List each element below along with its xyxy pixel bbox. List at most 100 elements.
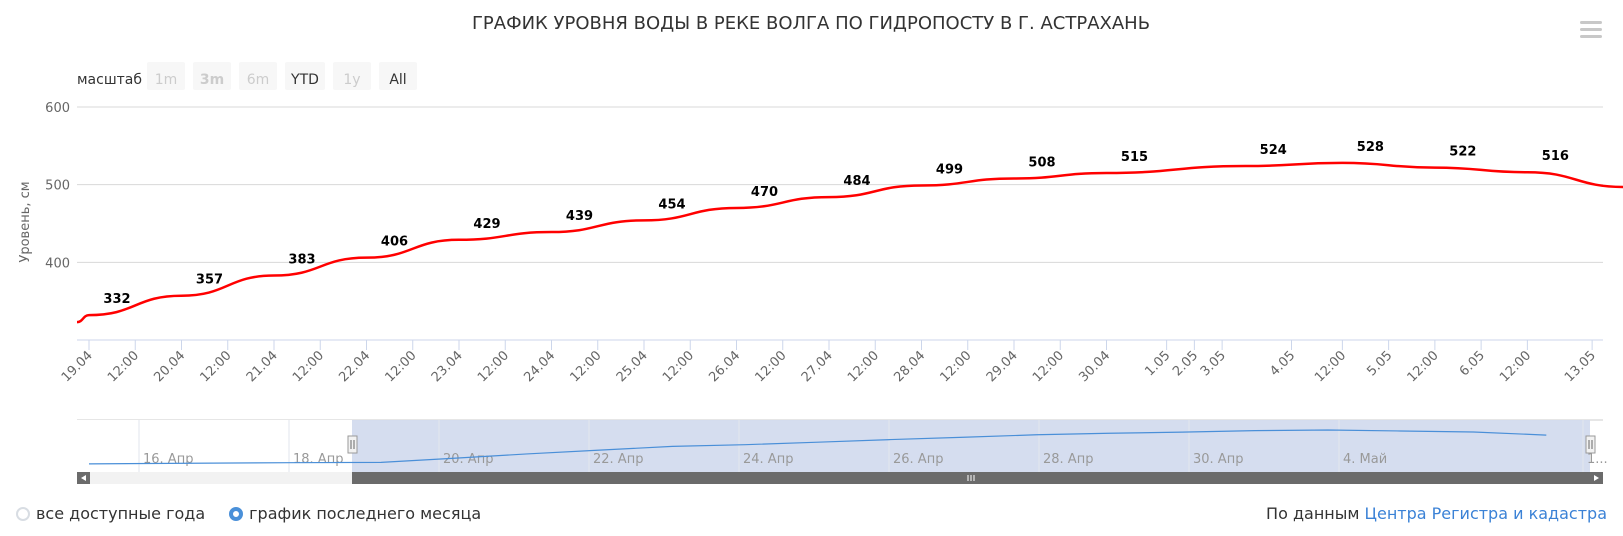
x-tick-label: 12:00	[845, 348, 882, 385]
data-label: 429	[473, 217, 500, 232]
data-label: 383	[288, 253, 315, 268]
range-button-label: All	[389, 72, 406, 88]
navigator-label: 16. Апр	[143, 452, 193, 467]
range-button-3m: 3m	[193, 62, 231, 90]
range-selector-label: масштаб	[77, 72, 142, 88]
x-tick-label: 12:00	[752, 348, 789, 385]
data-label: 516	[1542, 149, 1569, 164]
y-tick-label: 400	[45, 256, 70, 271]
x-tick-label: 27.04	[799, 348, 836, 385]
range-button-YTD[interactable]: YTD	[285, 62, 325, 90]
navigator-label: 20. Апр	[443, 452, 493, 467]
range-button-bg	[333, 62, 371, 90]
data-label: 470	[751, 185, 778, 200]
x-tick-label: 24.04	[521, 348, 558, 385]
x-tick-label: 12:00	[660, 348, 697, 385]
x-tick-label: 12:00	[937, 348, 974, 385]
x-tick-label: 23.04	[429, 348, 466, 385]
chevron-left-icon	[81, 475, 86, 481]
x-tick-label: 13.05	[1562, 348, 1599, 385]
x-tick-label: 19.04	[59, 348, 96, 385]
range-button-label: 3m	[200, 72, 224, 88]
range-button-label: 1y	[343, 72, 360, 88]
navigator-label: 4. Май	[1343, 452, 1387, 467]
x-tick-label: 21.04	[244, 348, 281, 385]
range-selector: масштаб 1m 3m 6m YTD 1y All	[77, 62, 417, 90]
x-tick-label: 26.04	[706, 348, 743, 385]
data-label: 528	[1357, 140, 1384, 155]
range-button-6m: 6m	[239, 62, 277, 90]
x-tick-label: 6.05	[1457, 348, 1488, 379]
range-button-1y: 1y	[333, 62, 371, 90]
x-tick-label: 30.04	[1076, 348, 1113, 385]
radio-all-years-label: все доступные года	[36, 504, 206, 523]
y-axis: 600 500 400	[45, 101, 70, 271]
x-tick-label: 12:00	[1312, 348, 1349, 385]
x-tick-label: 20.04	[151, 348, 188, 385]
x-tick-label: 12:00	[290, 348, 327, 385]
radio-last-month[interactable]: график последнего месяца	[229, 504, 481, 523]
navigator-handle-right[interactable]	[1585, 435, 1596, 454]
data-label: 454	[658, 197, 685, 212]
data-label: 439	[566, 209, 593, 224]
navigator-label: 28. Апр	[1043, 452, 1093, 467]
range-button-1m: 1m	[147, 62, 185, 90]
x-tick-label: 3.05	[1198, 348, 1229, 379]
radio-all-years[interactable]: все доступные года	[16, 504, 205, 523]
data-label: 484	[843, 174, 870, 189]
hamburger-icon[interactable]	[1580, 21, 1602, 38]
data-label: 499	[936, 162, 963, 177]
chart-title: ГРАФИК УРОВНЯ ВОДЫ В РЕКЕ ВОЛГА ПО ГИДРО…	[472, 13, 1150, 34]
source-prefix: По данным	[1266, 504, 1360, 523]
x-tick-label: 1.05	[1142, 348, 1173, 379]
chart: ГРАФИК УРОВНЯ ВОДЫ В РЕКЕ ВОЛГА ПО ГИДРО…	[18, 13, 1623, 484]
x-tick-label: 25.04	[614, 348, 651, 385]
range-button-label: YTD	[290, 72, 319, 88]
x-tick-label: 28.04	[891, 348, 928, 385]
navigator[interactable]: 16. Апр 18. Апр 20. Апр 22. Апр 24. Апр 26. А…	[77, 419, 1608, 484]
data-label: 522	[1449, 145, 1476, 160]
range-button-label: 6m	[247, 72, 270, 88]
data-label: 332	[103, 292, 130, 307]
series-line	[76, 161, 1623, 324]
x-tick-label: 12:00	[475, 348, 512, 385]
data-label: 508	[1028, 155, 1055, 170]
data-label: 406	[381, 235, 408, 250]
range-button-bg	[193, 62, 231, 90]
series-water-level	[76, 161, 1623, 324]
handle-body[interactable]	[347, 435, 358, 454]
x-tick-label: 12:00	[1405, 348, 1442, 385]
range-button-label: 1m	[155, 72, 178, 88]
range-button-bg	[285, 62, 325, 90]
range-button-bg	[379, 62, 417, 90]
range-button-All[interactable]: All	[379, 62, 417, 90]
x-tick-label: 4.05	[1267, 348, 1298, 379]
radio-last-month-circle[interactable]	[229, 506, 244, 521]
handle-body[interactable]	[1585, 435, 1596, 454]
x-tick-label: 12:00	[105, 348, 142, 385]
y-tick-label: 500	[45, 179, 70, 194]
chevron-right-icon	[1594, 475, 1599, 481]
source-link[interactable]: Центра Регистра и кадастра	[1364, 504, 1607, 523]
range-button-bg	[147, 62, 185, 90]
navigator-handle-left[interactable]	[347, 435, 358, 454]
navigator-label: 22. Апр	[593, 452, 643, 467]
y-tick-label: 600	[45, 101, 70, 116]
navigator-label: 30. Апр	[1193, 452, 1243, 467]
y-axis-title: Уровень, см	[18, 181, 33, 262]
navigator-selection	[352, 420, 1590, 472]
navigator-label: 24. Апр	[743, 452, 793, 467]
navigator-label: 18. Апр	[293, 452, 343, 467]
x-tick-label: 5.05	[1364, 348, 1395, 379]
grid	[77, 106, 1603, 263]
x-tick-label: 12:00	[197, 348, 234, 385]
x-tick-label: 22.04	[336, 348, 373, 385]
range-button-bg	[239, 62, 277, 90]
x-axis: 19.04 12:00 20.04 12:00 21.04 12:00 22.04 12:00…	[59, 340, 1599, 385]
navigator-series-line	[88, 429, 1547, 465]
x-tick-label: 29.04	[984, 348, 1021, 385]
x-tick-label: 12:00	[382, 348, 419, 385]
radio-all-years-circle[interactable]	[16, 506, 30, 521]
navigator-label: 1...	[1587, 452, 1608, 467]
x-tick-label: 12:00	[567, 348, 604, 385]
